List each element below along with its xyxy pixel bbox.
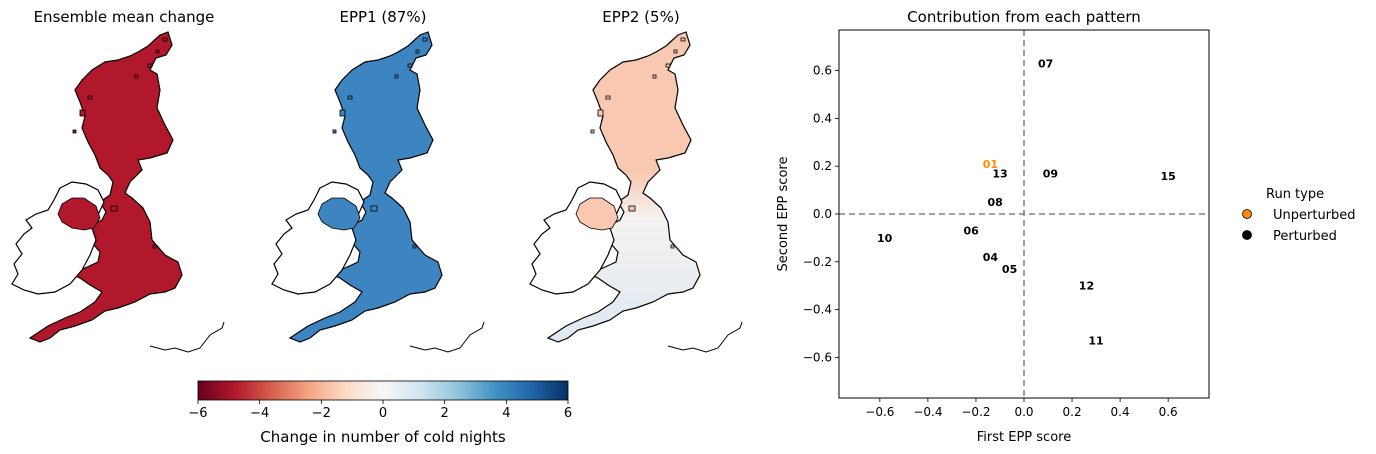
colorbar-tick-label: −6 — [188, 406, 207, 421]
colorbar-tick-label: 2 — [441, 406, 449, 421]
x-tick-label: −0.6 — [865, 405, 894, 419]
legend-marker-perturbed — [1242, 230, 1252, 240]
gb-landmass — [29, 31, 183, 343]
colorbar-tick-label: −2 — [312, 406, 331, 421]
x-tick-label: −0.4 — [913, 405, 942, 419]
data-point-label: 09 — [1043, 167, 1058, 180]
x-axis-label: First EPP score — [977, 430, 1071, 445]
legend-label-perturbed: Perturbed — [1273, 229, 1337, 244]
y-tick-label: −0.4 — [803, 303, 832, 317]
map-panel-ensemble-mean: Ensemble mean change — [11, 8, 225, 353]
map-panel-epp2: EPP2 (5%) — [529, 8, 743, 353]
x-tick-label: 0.2 — [1063, 405, 1082, 419]
colorbar-label: Change in number of cold nights — [260, 428, 506, 446]
map-title-epp2: EPP2 (5%) — [602, 8, 679, 26]
coast-south — [667, 321, 743, 353]
y-axis-ticks: −0.6 −0.4 −0.2 0.0 0.2 0.4 0.6 — [803, 64, 839, 364]
data-point-label: 12 — [1079, 280, 1094, 293]
coast-south — [149, 321, 225, 353]
map-title-epp1: EPP1 (87%) — [340, 8, 427, 26]
x-tick-label: −0.2 — [961, 405, 990, 419]
x-tick-label: 0.0 — [1014, 405, 1033, 419]
data-point-label: 11 — [1088, 335, 1103, 348]
y-tick-label: 0.2 — [813, 159, 832, 173]
legend-label-unperturbed: Unperturbed — [1273, 208, 1356, 223]
colorbar-tick-label: 6 — [564, 406, 572, 421]
y-tick-label: −0.6 — [803, 350, 832, 364]
data-point-label: 08 — [988, 196, 1003, 209]
x-axis-ticks: −0.6 −0.4 −0.2 0.0 0.2 0.4 0.6 — [865, 398, 1178, 419]
chart-title: Contribution from each pattern — [907, 8, 1141, 26]
reference-lines — [839, 30, 1209, 398]
data-point-label: 10 — [877, 232, 893, 245]
map-panel-epp1: EPP1 (87%) — [271, 8, 485, 353]
map-title-ensemble-mean: Ensemble mean change — [34, 8, 215, 26]
y-axis-label: Second EPP score — [776, 157, 791, 272]
data-point-label: 07 — [1038, 57, 1053, 70]
data-point-label: 04 — [983, 251, 999, 264]
x-tick-label: 0.6 — [1159, 405, 1178, 419]
y-tick-label: 0.4 — [813, 111, 832, 125]
colorbar-tick-label: −4 — [250, 406, 269, 421]
y-tick-label: 0.6 — [813, 64, 832, 78]
legend: Run type Unperturbed Perturbed — [1242, 187, 1356, 244]
y-tick-label: −0.2 — [803, 255, 832, 269]
data-point-label: 05 — [1002, 263, 1017, 276]
gb-landmass — [289, 31, 443, 343]
coast-south — [409, 321, 485, 353]
colorbar-tick-label: 4 — [502, 406, 510, 421]
colorbar: −6 −4 −2 0 2 4 6 Change in number of cold nigh… — [188, 380, 572, 446]
data-point-label: 06 — [963, 225, 979, 238]
data-point-label: 01 — [983, 158, 998, 171]
data-point-label: 13 — [992, 167, 1007, 180]
x-tick-label: 0.4 — [1111, 405, 1130, 419]
scatter-chart: Contribution from each pattern 010405060… — [776, 8, 1210, 445]
legend-marker-unperturbed — [1242, 209, 1252, 219]
colorbar-bar — [197, 380, 569, 401]
y-tick-label: 0.0 — [813, 207, 832, 221]
gb-landmass — [547, 31, 701, 343]
legend-title: Run type — [1266, 187, 1324, 202]
colorbar-ticks: −6 −4 −2 0 2 4 6 — [188, 400, 572, 421]
data-point-label: 15 — [1160, 170, 1175, 183]
colorbar-tick-label: 0 — [379, 406, 387, 421]
